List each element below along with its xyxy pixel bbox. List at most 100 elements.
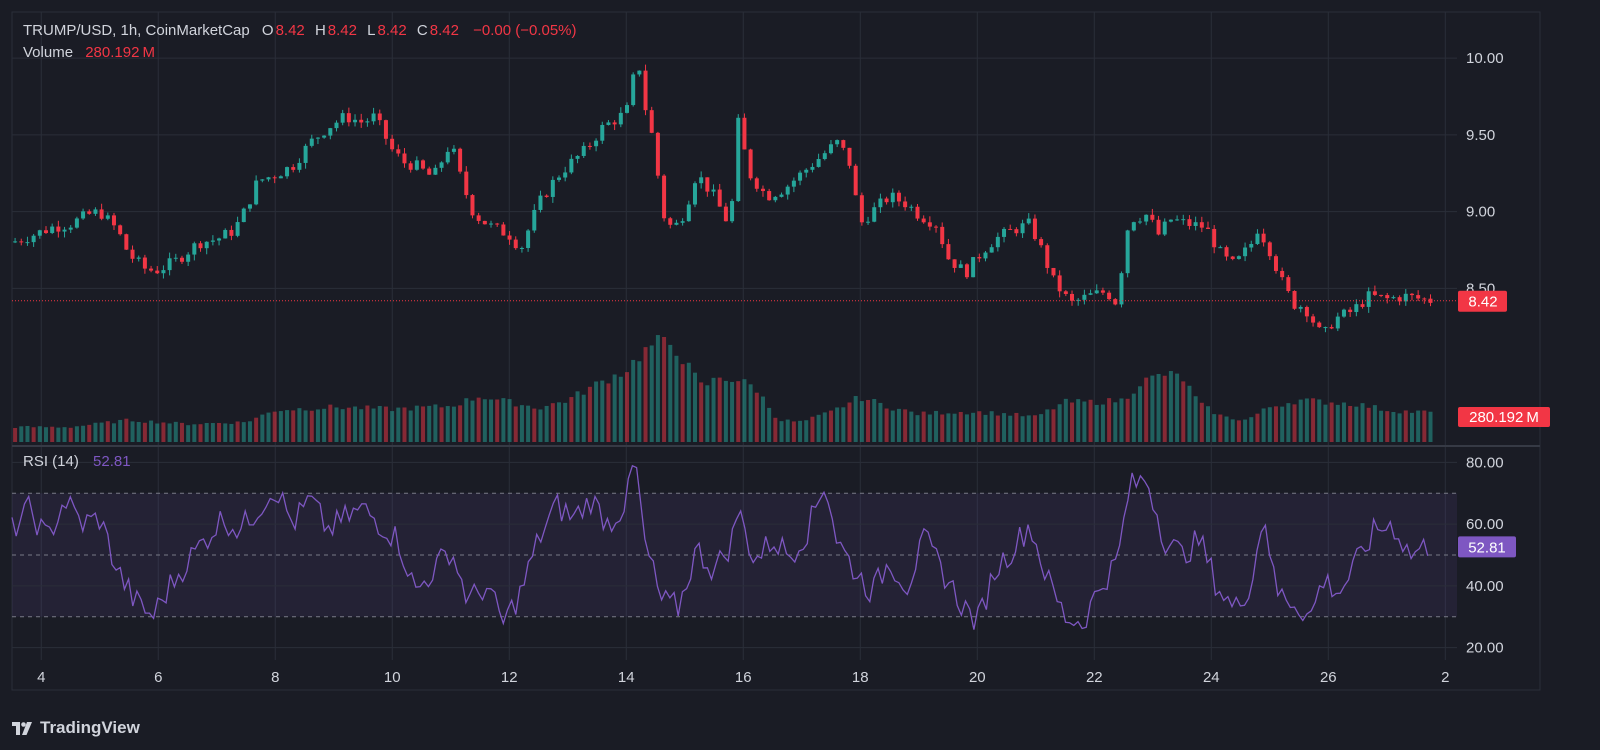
candle-body [1032, 218, 1037, 240]
candle-body [37, 230, 42, 236]
candle-body [13, 241, 18, 243]
candle-body [563, 172, 568, 178]
volume-bar [223, 423, 228, 442]
volume-bar [1063, 398, 1068, 442]
high-label: H [314, 22, 326, 39]
candle-body [754, 178, 759, 189]
candle-body [822, 153, 827, 160]
candle-body [934, 226, 939, 228]
candle-body [971, 257, 976, 278]
volume-bar [315, 409, 320, 442]
tradingview-logo[interactable]: TradingView [12, 718, 140, 738]
x-tick-label: 6 [154, 669, 162, 686]
candle-body [1397, 297, 1402, 302]
volume-bar [1051, 409, 1056, 442]
brand-name: TradingView [40, 718, 140, 737]
volume-bar [445, 406, 450, 442]
candle-body [1224, 247, 1229, 257]
volume-bar [513, 406, 518, 442]
volume-bar [532, 408, 537, 442]
candle-body [742, 117, 747, 150]
candle-body [1317, 322, 1322, 328]
volume-bar [934, 410, 939, 442]
candle-body [544, 195, 549, 197]
volume-bar [995, 415, 1000, 442]
volume-label: Volume [23, 44, 74, 61]
x-tick-label: 12 [501, 669, 518, 686]
volume-bar [414, 405, 419, 442]
candle-body [43, 230, 48, 233]
candle-body [637, 70, 642, 75]
volume-bar [853, 396, 858, 442]
candle-body [254, 180, 259, 205]
x-tick-label: 26 [1320, 669, 1337, 686]
candle-body [674, 222, 679, 225]
candle-body [606, 122, 611, 125]
volume-bar [1329, 402, 1334, 442]
candle-body [111, 215, 116, 226]
volume-bar [13, 427, 18, 442]
volume-bar [1100, 404, 1105, 442]
volume-bar [99, 422, 104, 442]
candle-body [655, 132, 660, 176]
candle-body [1107, 292, 1112, 300]
volume-bar [730, 381, 735, 442]
volume-bar [791, 421, 796, 442]
candle-body [507, 235, 512, 240]
volume-bar [105, 421, 110, 442]
candle-body [464, 171, 469, 196]
volume-bar [1341, 402, 1346, 442]
candle-body [210, 240, 215, 242]
candle-body [1187, 219, 1192, 226]
volume-bar [736, 381, 741, 442]
volume-legend: Volume 280.192 M [23, 44, 157, 61]
candle-body [1403, 293, 1408, 302]
volume-bar [1249, 417, 1254, 442]
candle-body [903, 201, 908, 208]
rsi-tag [1458, 536, 1516, 558]
candle-body [278, 176, 283, 179]
volume-bar [322, 408, 327, 442]
candle-body [1348, 309, 1353, 313]
candle-body [328, 128, 333, 136]
candle-body [594, 140, 599, 147]
volume-bar [890, 410, 895, 442]
volume-bar [859, 401, 864, 442]
candle-body [940, 226, 945, 245]
candle-body [1199, 222, 1204, 228]
volume-bar [1360, 403, 1365, 442]
candle-body [272, 177, 277, 179]
candle-body [1168, 219, 1173, 222]
open-label: O [261, 22, 274, 39]
volume-tag [1458, 407, 1550, 427]
candle-body [624, 105, 629, 113]
candle-body [557, 177, 562, 180]
volume-bar [1131, 393, 1136, 442]
price-legend: TRUMP/USD, 1h, CoinMarketCap O 8.42 H 8.42… [23, 22, 579, 39]
candle-body [946, 244, 951, 260]
candle-body [1156, 219, 1161, 235]
candle-body [1249, 243, 1254, 248]
volume-bar [489, 399, 494, 442]
candle-body [952, 259, 957, 268]
candle-body [68, 227, 73, 230]
candle-body [1020, 223, 1025, 234]
volume-bar [1039, 414, 1044, 442]
candle-body [451, 148, 456, 152]
candle-body [414, 160, 419, 170]
candle-body [1372, 291, 1377, 295]
volume-bar [847, 402, 852, 442]
volume-bar [217, 422, 222, 442]
candle-body [977, 257, 982, 259]
candle-body [433, 167, 438, 175]
volume-bar [1348, 405, 1353, 442]
candle-body [371, 113, 376, 122]
candle-body [408, 163, 413, 170]
volume-bar [1144, 377, 1149, 442]
candle-body [315, 137, 320, 139]
volume-bar [371, 408, 376, 442]
volume-bar [1107, 398, 1112, 442]
candle-body [322, 135, 327, 138]
